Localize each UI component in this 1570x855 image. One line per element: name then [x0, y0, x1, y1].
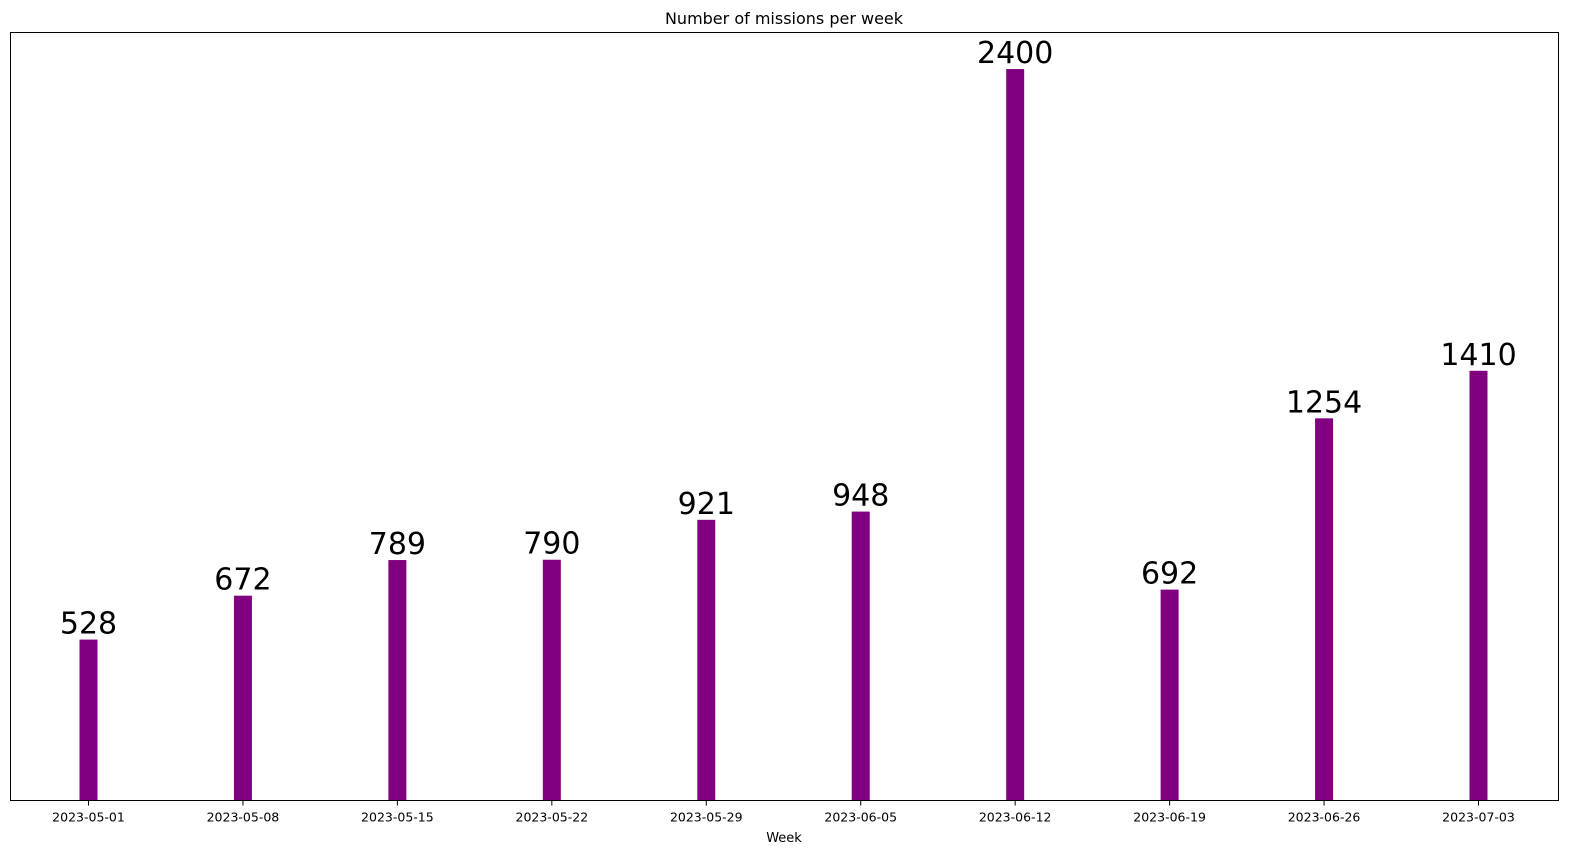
data-label-2023-05-15: 789	[369, 527, 426, 562]
bar-2023-06-12	[1006, 69, 1025, 801]
data-label-2023-06-19: 692	[1141, 557, 1198, 592]
data-label-2023-05-01: 528	[60, 607, 117, 642]
data-label-2023-07-03: 1410	[1440, 338, 1516, 373]
x-tick-label-2023-05-22: 2023-05-22	[516, 810, 589, 825]
x-tick-label-2023-06-12: 2023-06-12	[979, 810, 1052, 825]
x-tick-label-2023-06-05: 2023-06-05	[824, 810, 897, 825]
data-label-2023-06-12: 2400	[977, 36, 1053, 71]
bars-layer	[79, 69, 1488, 801]
x-tick-label-2023-05-29: 2023-05-29	[670, 810, 743, 825]
x-tick-label-2023-06-19: 2023-06-19	[1133, 810, 1206, 825]
bar-2023-05-08	[233, 595, 252, 801]
x-tick-label-2023-06-26: 2023-06-26	[1288, 810, 1361, 825]
bar-2023-06-05	[851, 511, 870, 801]
x-tick-label-2023-05-15: 2023-05-15	[361, 810, 434, 825]
x-tick-label-2023-05-01: 2023-05-01	[52, 810, 125, 825]
x-tick-label-2023-05-08: 2023-05-08	[207, 810, 280, 825]
bar-2023-05-29	[697, 519, 716, 801]
bar-2023-05-15	[388, 560, 407, 801]
x-tick-label-2023-07-03: 2023-07-03	[1442, 810, 1515, 825]
data-label-2023-05-22: 790	[523, 527, 580, 562]
x-axis-ticks: 2023-05-01 2023-05-08 2023-05-15 2023-05-22…	[52, 800, 1515, 825]
bar-2023-07-03	[1469, 370, 1488, 801]
plot-area-frame	[10, 32, 1559, 801]
data-label-2023-06-26: 1254	[1286, 385, 1362, 420]
bar-2023-05-01	[79, 639, 98, 801]
data-labels-layer: 528 672 789 790 921 948 2400 692 1254 1410	[60, 36, 1517, 642]
bar-2023-06-19	[1160, 589, 1179, 801]
bar-2023-06-26	[1315, 418, 1334, 801]
data-label-2023-06-05: 948	[832, 479, 889, 514]
chart-title: Number of missions per week	[665, 9, 904, 28]
x-axis-label: Week	[766, 831, 802, 846]
bar-2023-05-22	[542, 559, 561, 801]
data-label-2023-05-29: 921	[678, 487, 735, 522]
data-label-2023-05-08: 672	[214, 563, 271, 598]
